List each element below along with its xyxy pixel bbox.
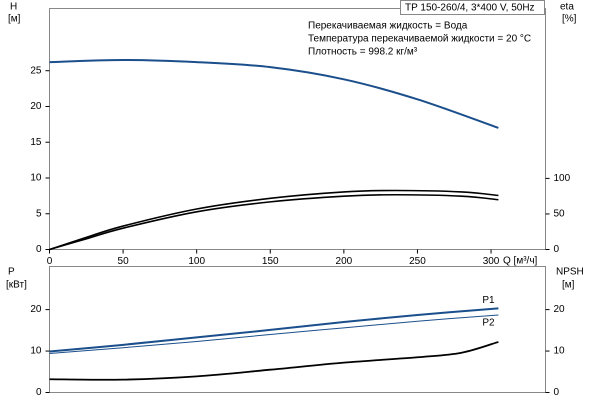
y2-tick-label: 20	[554, 304, 566, 315]
y2-label: NPSH	[556, 267, 584, 278]
annotation: Температура перекачиваемой жидкости = 20…	[308, 34, 531, 45]
y-label: H	[10, 2, 17, 13]
y-tick-label: 0	[36, 244, 42, 255]
y-unit: [кВт]	[6, 280, 27, 291]
y-tick-label: 20	[30, 304, 42, 315]
y2-tick-label: 50	[554, 209, 566, 220]
y2-label: eta	[560, 2, 574, 13]
curve	[49, 189, 499, 251]
y-tick-label: 10	[30, 173, 42, 184]
series-label: P2	[482, 318, 495, 329]
x-tick-label: 300	[483, 256, 500, 267]
annotation: Перекачиваемая жидкость = Вода	[308, 21, 468, 32]
y-tick-label: 15	[30, 137, 42, 148]
x-tick-label: 50	[118, 256, 130, 267]
x-tick-label: 0	[47, 256, 53, 267]
annotation: Плотность = 998.2 кг/м³	[308, 47, 418, 58]
y2-tick-label: 0	[554, 244, 560, 255]
curve	[49, 314, 499, 355]
y2-tick-label: 10	[554, 346, 566, 357]
bottom-panel-frame	[49, 266, 546, 393]
series-label: P1	[482, 295, 495, 306]
curve	[49, 341, 499, 381]
y-tick-label: 25	[30, 65, 42, 76]
y-unit: [м]	[8, 14, 21, 25]
curve	[49, 307, 499, 353]
x-tick-label: 100	[188, 256, 205, 267]
curve	[49, 193, 499, 251]
x-label: Q [м³/ч]	[503, 256, 538, 267]
x-tick-label: 200	[336, 256, 353, 267]
y-tick-label: 5	[36, 208, 42, 219]
y2-unit: [м]	[562, 280, 575, 291]
y-tick-label: 20	[30, 101, 42, 112]
curve	[49, 58, 499, 129]
y2-tick-label: 0	[554, 387, 560, 398]
x-tick-label: 250	[409, 256, 426, 267]
x-tick-label: 150	[262, 256, 279, 267]
top-panel-frame	[49, 8, 546, 250]
y-tick-label: 0	[36, 387, 42, 398]
y-label: P	[8, 267, 15, 278]
title: TP 150-260/4, 3*400 V, 50Hz	[405, 3, 535, 14]
title-box	[400, 0, 545, 15]
y2-tick-label: 100	[554, 173, 571, 184]
y-tick-label: 10	[30, 346, 42, 357]
y2-unit: [%]	[562, 14, 577, 25]
